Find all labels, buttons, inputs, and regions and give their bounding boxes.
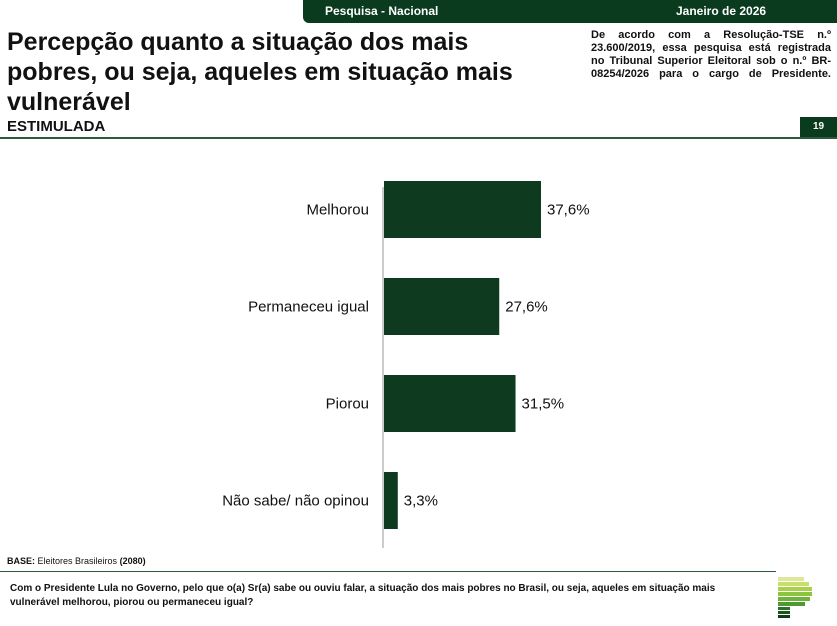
base-count: (2080) bbox=[119, 556, 146, 566]
divider bbox=[0, 571, 776, 572]
bar bbox=[384, 375, 516, 432]
category-label: Permaneceu igual bbox=[248, 299, 369, 316]
base-text: Eleitores Brasileiros bbox=[37, 556, 118, 566]
data-label: 27,6% bbox=[505, 299, 548, 316]
data-label: 3,3% bbox=[404, 493, 438, 510]
question-text: Com o Presidente Lula no Governo, pelo q… bbox=[10, 583, 716, 608]
bar bbox=[384, 181, 541, 238]
category-label: Não sabe/ não opinou bbox=[222, 493, 369, 510]
date-label: Janeiro de 2026 bbox=[676, 4, 767, 18]
bar bbox=[384, 278, 500, 335]
category-label: Melhorou bbox=[306, 202, 369, 219]
data-label: 37,6% bbox=[547, 202, 590, 219]
page-title: Percepção quanto a situação dos mais pob… bbox=[7, 28, 513, 116]
base-note: BASE: Eleitores Brasileiros (2080) bbox=[7, 556, 146, 566]
bar bbox=[384, 472, 398, 529]
data-label: 31,5% bbox=[522, 396, 565, 413]
registration-note: De acordo com a Resolução-TSE n.º 23.600… bbox=[591, 29, 831, 80]
page-subtitle: ESTIMULADA bbox=[7, 118, 106, 135]
logo-icon bbox=[778, 577, 812, 618]
header-bar: Pesquisa - Nacional Janeiro de 2026 bbox=[303, 0, 837, 23]
base-label: BASE: bbox=[7, 556, 36, 566]
category-label: Piorou bbox=[326, 396, 369, 413]
divider bbox=[0, 137, 837, 139]
survey-label: Pesquisa - Nacional bbox=[325, 4, 439, 18]
page-number: 19 bbox=[800, 117, 837, 137]
